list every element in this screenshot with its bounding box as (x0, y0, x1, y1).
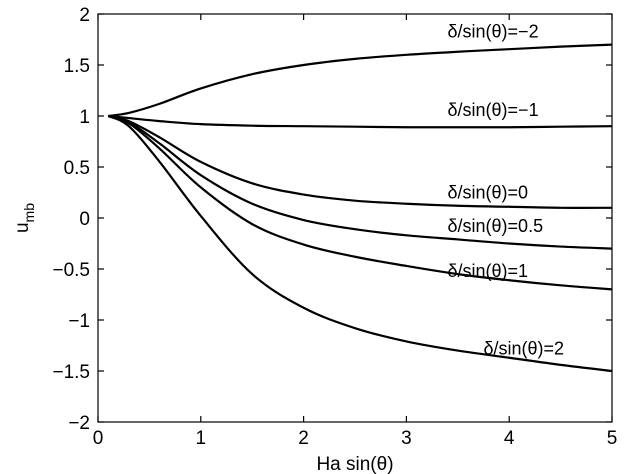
y-tick-label: 0 (79, 209, 90, 230)
series-line-5 (108, 116, 612, 371)
series-label-5: δ/sin(θ)=2 (484, 339, 565, 359)
x-tick-label: 1 (196, 428, 207, 449)
series-label-1: δ/sin(θ)=−1 (448, 100, 539, 120)
x-tick-label: 3 (401, 428, 412, 449)
series-label-3: δ/sin(θ)=0.5 (448, 216, 544, 236)
x-tick-label: 4 (504, 428, 515, 449)
series-line-4 (108, 116, 612, 289)
y-tick-label: 1 (79, 107, 90, 128)
y-axis-label-group: umb (12, 203, 37, 233)
y-tick-label: 0.5 (64, 158, 90, 179)
x-tick-label: 0 (93, 428, 104, 449)
series-label-0: δ/sin(θ)=−2 (448, 21, 539, 41)
series-label-4: δ/sin(θ)=1 (448, 261, 529, 281)
x-tick-label: 5 (607, 428, 618, 449)
y-tick-label: 1.5 (64, 56, 90, 77)
y-axis-label: umb (12, 203, 37, 233)
y-tick-label: −0.5 (52, 260, 90, 281)
y-tick-label: −1 (68, 311, 90, 332)
y-tick-label: −1.5 (52, 362, 90, 383)
series-label-2: δ/sin(θ)=0 (448, 183, 529, 203)
y-tick-label: 2 (79, 5, 90, 26)
series-lines (108, 45, 612, 371)
x-tick-label: 2 (298, 428, 309, 449)
x-axis-label: Ha sin(θ) (316, 454, 393, 474)
y-axis-label-subscript: mb (21, 203, 37, 223)
series-labels: δ/sin(θ)=−2 δ/sin(θ)=−1 δ/sin(θ)=0 δ/sin(θ)… (448, 21, 565, 358)
y-axis-label-main: u (12, 222, 33, 233)
y-tick-label: −2 (68, 413, 90, 434)
